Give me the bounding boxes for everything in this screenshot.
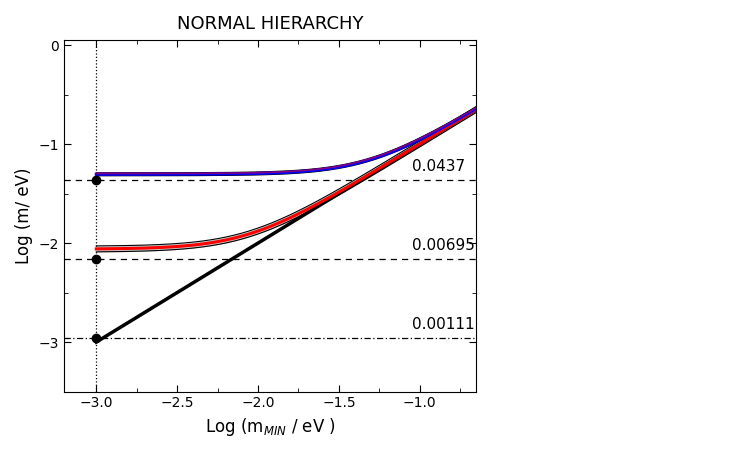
Text: 0.00695: 0.00695 (412, 238, 475, 253)
X-axis label: Log (m$_{MIN}$ / eV ): Log (m$_{MIN}$ / eV ) (205, 416, 336, 438)
Text: 0.00111: 0.00111 (412, 317, 474, 332)
Text: 0.0437: 0.0437 (412, 159, 465, 174)
Y-axis label: Log (m/ eV): Log (m/ eV) (15, 168, 33, 264)
Title: NORMAL HIERARCHY: NORMAL HIERARCHY (177, 15, 364, 33)
